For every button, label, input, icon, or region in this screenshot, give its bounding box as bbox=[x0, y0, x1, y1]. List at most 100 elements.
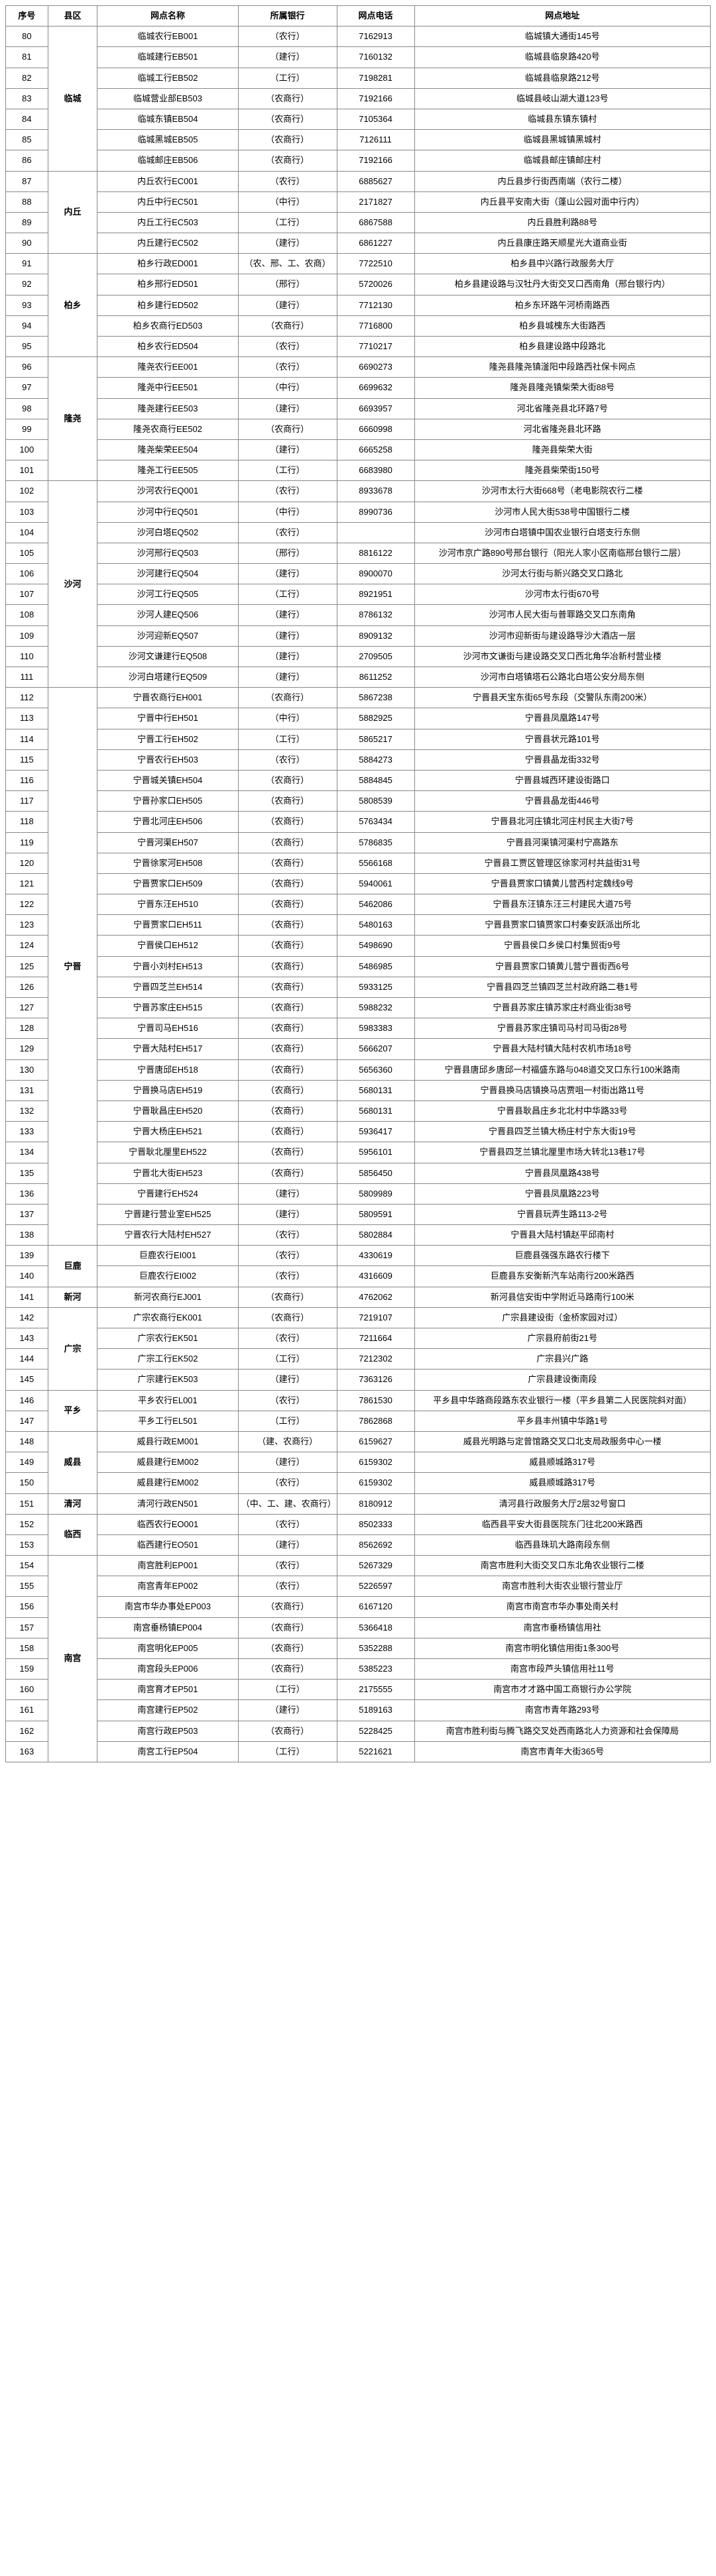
cell-phone: 5867238 bbox=[337, 688, 414, 708]
cell-phone: 5884273 bbox=[337, 749, 414, 770]
cell-addr: 内丘县步行街西南端（农行二楼） bbox=[414, 171, 711, 191]
cell-addr: 临城县岐山湖大道123号 bbox=[414, 88, 711, 109]
cell-seq: 111 bbox=[6, 667, 48, 688]
table-row: 107沙河工行EQ505（工行）8921951沙河市太行街670号 bbox=[6, 584, 711, 605]
cell-seq: 95 bbox=[6, 337, 48, 357]
cell-seq: 92 bbox=[6, 274, 48, 295]
cell-addr: 宁晋县北河庄镇北河庄村民主大街7号 bbox=[414, 812, 711, 832]
cell-phone: 5267329 bbox=[337, 1556, 414, 1576]
cell-phone: 5226597 bbox=[337, 1576, 414, 1597]
cell-name: 临城工行EB502 bbox=[97, 68, 239, 88]
cell-phone: 5486985 bbox=[337, 956, 414, 977]
cell-county: 内丘 bbox=[48, 171, 97, 254]
cell-addr: 宁晋县换马店镇换马店贾咀一村街出路11号 bbox=[414, 1080, 711, 1100]
header-bank: 所属银行 bbox=[238, 6, 337, 27]
cell-phone: 5352288 bbox=[337, 1638, 414, 1658]
cell-bank: （建行） bbox=[238, 564, 337, 584]
cell-bank: （邢行） bbox=[238, 543, 337, 563]
cell-name: 平乡农行EL001 bbox=[97, 1390, 239, 1411]
cell-phone: 5983383 bbox=[337, 1018, 414, 1039]
cell-name: 沙河农行EQ001 bbox=[97, 481, 239, 502]
header-addr: 网点地址 bbox=[414, 6, 711, 27]
cell-bank: （建行） bbox=[238, 1204, 337, 1224]
cell-bank: （农行） bbox=[238, 1473, 337, 1493]
table-row: 133宁晋大杨庄EH521（农商行）5936417宁晋县四芝兰镇大杨庄村宁东大街… bbox=[6, 1122, 711, 1142]
cell-addr: 广宗县府前街21号 bbox=[414, 1328, 711, 1349]
cell-phone: 5882925 bbox=[337, 708, 414, 729]
cell-addr: 宁晋县苏家庄镇司马村司马街28号 bbox=[414, 1018, 711, 1039]
cell-addr: 南宫市青年大街365号 bbox=[414, 1741, 711, 1762]
cell-addr: 沙河市文谦街与建设路交叉口西北角华冶新村营业楼 bbox=[414, 646, 711, 667]
cell-addr: 临城镇大通街145号 bbox=[414, 27, 711, 47]
cell-seq: 123 bbox=[6, 915, 48, 936]
cell-bank: （农行） bbox=[238, 1225, 337, 1246]
cell-addr: 巨鹿县强强东路农行楼下 bbox=[414, 1246, 711, 1266]
table-row: 143广宗农行EK501（农行）7211664广宗县府前街21号 bbox=[6, 1328, 711, 1349]
cell-bank: （农商行） bbox=[238, 1080, 337, 1100]
cell-phone: 8180912 bbox=[337, 1493, 414, 1514]
cell-bank: （农商行） bbox=[238, 1100, 337, 1121]
cell-name: 宁晋四芝兰EH514 bbox=[97, 977, 239, 997]
cell-bank: （农商行） bbox=[238, 998, 337, 1018]
cell-bank: （建行） bbox=[238, 233, 337, 254]
cell-name: 巨鹿农行EI001 bbox=[97, 1246, 239, 1266]
cell-seq: 155 bbox=[6, 1576, 48, 1597]
cell-phone: 2175555 bbox=[337, 1680, 414, 1700]
cell-seq: 131 bbox=[6, 1080, 48, 1100]
table-row: 88内丘中行EC501（中行）2171827内丘县平安南大街（蓬山公园对面中行内… bbox=[6, 191, 711, 212]
cell-name: 广宗农商行EK001 bbox=[97, 1307, 239, 1328]
cell-addr: 宁晋县晶龙街446号 bbox=[414, 791, 711, 812]
table-row: 145广宗建行EK503（建行）7363126广宗县建设衡南段 bbox=[6, 1369, 711, 1390]
cell-phone: 5720026 bbox=[337, 274, 414, 295]
cell-name: 南宫育才EP501 bbox=[97, 1680, 239, 1700]
cell-phone: 8786132 bbox=[337, 605, 414, 625]
table-row: 80临城临城农行EB001（农行）7162913临城镇大通街145号 bbox=[6, 27, 711, 47]
cell-county: 临西 bbox=[48, 1514, 97, 1555]
cell-seq: 93 bbox=[6, 295, 48, 315]
cell-name: 临城黑城EB505 bbox=[97, 130, 239, 150]
header-name: 网点名称 bbox=[97, 6, 239, 27]
cell-phone: 7219107 bbox=[337, 1307, 414, 1328]
table-row: 141新河新河农商行EJ001（农商行）4762062新河县信安街中学附近马路南… bbox=[6, 1287, 711, 1307]
cell-name: 沙河工行EQ505 bbox=[97, 584, 239, 605]
cell-bank: （农商行） bbox=[238, 1721, 337, 1741]
cell-phone: 7126111 bbox=[337, 130, 414, 150]
cell-addr: 威县顺城路317号 bbox=[414, 1452, 711, 1473]
table-row: 152临西临西农行EO001（农行）8502333临西县平安大街县医院东门往北2… bbox=[6, 1514, 711, 1534]
table-row: 90内丘建行EC502（建行）6861227内丘县康庄路天顺星光大道商业街 bbox=[6, 233, 711, 254]
cell-county: 广宗 bbox=[48, 1307, 97, 1390]
table-row: 111沙河白塔建行EQ509（建行）8611252沙河市白塔镇塔石公路北白塔公安… bbox=[6, 667, 711, 688]
cell-phone: 2171827 bbox=[337, 191, 414, 212]
cell-phone: 5956101 bbox=[337, 1142, 414, 1163]
cell-addr: 宁晋县贾家口镇黄儿营西村定魏线9号 bbox=[414, 873, 711, 894]
cell-name: 宁晋农商行EH001 bbox=[97, 688, 239, 708]
cell-addr: 南宫市明化镇信用街1条300号 bbox=[414, 1638, 711, 1658]
cell-bank: （农商行） bbox=[238, 873, 337, 894]
table-row: 163南宫工行EP504（工行）5221621南宫市青年大街365号 bbox=[6, 1741, 711, 1762]
cell-seq: 151 bbox=[6, 1493, 48, 1514]
cell-seq: 161 bbox=[6, 1700, 48, 1721]
cell-addr: 宁晋县大陆村镇赵平邱南村 bbox=[414, 1225, 711, 1246]
cell-phone: 7105364 bbox=[337, 109, 414, 129]
cell-seq: 137 bbox=[6, 1204, 48, 1224]
cell-bank: （工行） bbox=[238, 1411, 337, 1431]
cell-phone: 5189163 bbox=[337, 1700, 414, 1721]
cell-seq: 85 bbox=[6, 130, 48, 150]
cell-addr: 广宗县兴广路 bbox=[414, 1349, 711, 1369]
table-row: 147平乡工行EL501（工行）7862868平乡县丰州镇中华路1号 bbox=[6, 1411, 711, 1431]
cell-bank: （建行） bbox=[238, 646, 337, 667]
table-row: 84临城东镇EB504（农商行）7105364临城县东镇东镇村 bbox=[6, 109, 711, 129]
cell-seq: 156 bbox=[6, 1597, 48, 1617]
table-row: 157南宫垂杨镇EP004（农商行）5366418南宫市垂杨镇信用社 bbox=[6, 1617, 711, 1638]
cell-seq: 94 bbox=[6, 315, 48, 336]
cell-name: 宁晋换马店EH519 bbox=[97, 1080, 239, 1100]
cell-county: 宁晋 bbox=[48, 688, 97, 1246]
cell-addr: 宁晋县凤凰路147号 bbox=[414, 708, 711, 729]
cell-name: 隆尧建行EE503 bbox=[97, 398, 239, 419]
cell-bank: （建行） bbox=[238, 667, 337, 688]
cell-phone: 8900070 bbox=[337, 564, 414, 584]
cell-seq: 88 bbox=[6, 191, 48, 212]
cell-seq: 105 bbox=[6, 543, 48, 563]
cell-county: 柏乡 bbox=[48, 254, 97, 357]
cell-seq: 138 bbox=[6, 1225, 48, 1246]
